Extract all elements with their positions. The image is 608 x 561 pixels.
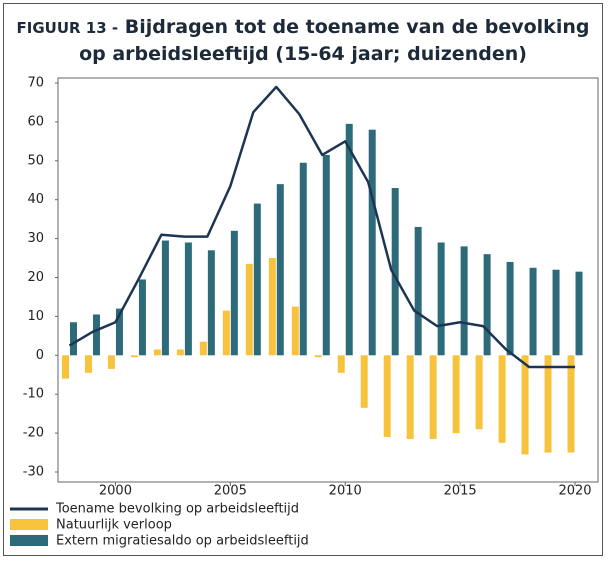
y-tick-label: -20 xyxy=(23,426,44,441)
bar xyxy=(567,355,575,453)
bar xyxy=(414,226,422,356)
bar xyxy=(406,355,414,439)
legend-swatch xyxy=(10,519,48,530)
x-tick-label: 2020 xyxy=(558,484,591,499)
legend-label: Extern migratiesaldo op arbeidsleeftijd xyxy=(56,534,309,549)
bar xyxy=(153,349,161,356)
legend-label: Toename bevolking op arbeidsleeftijd xyxy=(55,502,299,517)
bar xyxy=(61,355,69,379)
bar xyxy=(161,240,169,356)
legend: Toename bevolking op arbeidsleeftijdNatu… xyxy=(10,502,309,549)
bar xyxy=(299,162,307,356)
bar xyxy=(498,355,506,443)
bar xyxy=(268,258,276,356)
bar xyxy=(184,242,192,356)
bar xyxy=(483,254,491,356)
y-tick-label: 60 xyxy=(27,114,44,129)
bar xyxy=(360,355,368,408)
bar xyxy=(475,355,483,430)
bar xyxy=(69,322,77,356)
legend-swatch xyxy=(10,535,48,546)
bar xyxy=(253,203,261,356)
bar xyxy=(230,230,238,356)
y-tick-label: -10 xyxy=(23,387,44,402)
y-tick-label: 20 xyxy=(27,270,44,285)
frame xyxy=(3,3,603,556)
bar xyxy=(368,129,376,356)
bar xyxy=(529,267,537,356)
bar xyxy=(138,279,146,356)
bar xyxy=(337,355,345,373)
y-tick-label: 50 xyxy=(27,153,44,168)
bar xyxy=(176,349,184,356)
bar xyxy=(506,261,514,356)
y-tick-label: 40 xyxy=(27,192,44,207)
y-tick-label: 70 xyxy=(27,76,44,91)
line xyxy=(68,85,576,369)
chart-title: FIGUUR 13 - Bijdragen tot de toename van… xyxy=(8,14,598,67)
bar xyxy=(107,355,115,369)
bar xyxy=(575,271,583,356)
bar xyxy=(222,310,230,356)
bar xyxy=(429,355,437,439)
bar xyxy=(437,242,445,356)
bar xyxy=(552,269,560,356)
bar xyxy=(314,355,322,358)
bar xyxy=(544,355,552,453)
bar xyxy=(345,123,353,356)
bar xyxy=(245,263,253,356)
bar xyxy=(291,306,299,356)
bar xyxy=(521,355,529,455)
y-tick-label: 30 xyxy=(27,231,44,246)
bar xyxy=(460,246,468,356)
bar xyxy=(207,250,215,356)
bar xyxy=(383,355,391,437)
bar xyxy=(92,314,100,356)
plot-frame xyxy=(57,77,599,483)
bar xyxy=(452,355,460,434)
title-text: Bijdragen tot de toename van de bevolkin… xyxy=(79,16,590,65)
bar xyxy=(276,184,284,356)
bar xyxy=(130,355,138,358)
x-tick-label: 2010 xyxy=(329,484,362,499)
figure-label: FIGUUR 13 - xyxy=(16,19,119,37)
bar xyxy=(84,355,92,373)
bar xyxy=(115,308,123,356)
legend-label: Natuurlijk verloop xyxy=(56,518,172,533)
x-tick-label: 2005 xyxy=(214,484,247,499)
x-tick-label: 2000 xyxy=(99,484,132,499)
x-tick-label: 2015 xyxy=(444,484,477,499)
y-tick-label: 10 xyxy=(27,309,44,324)
bar xyxy=(391,188,399,356)
bar xyxy=(322,154,330,356)
y-tick-label: -30 xyxy=(23,465,44,480)
y-tick-label: 0 xyxy=(36,348,44,363)
bar xyxy=(199,341,207,356)
